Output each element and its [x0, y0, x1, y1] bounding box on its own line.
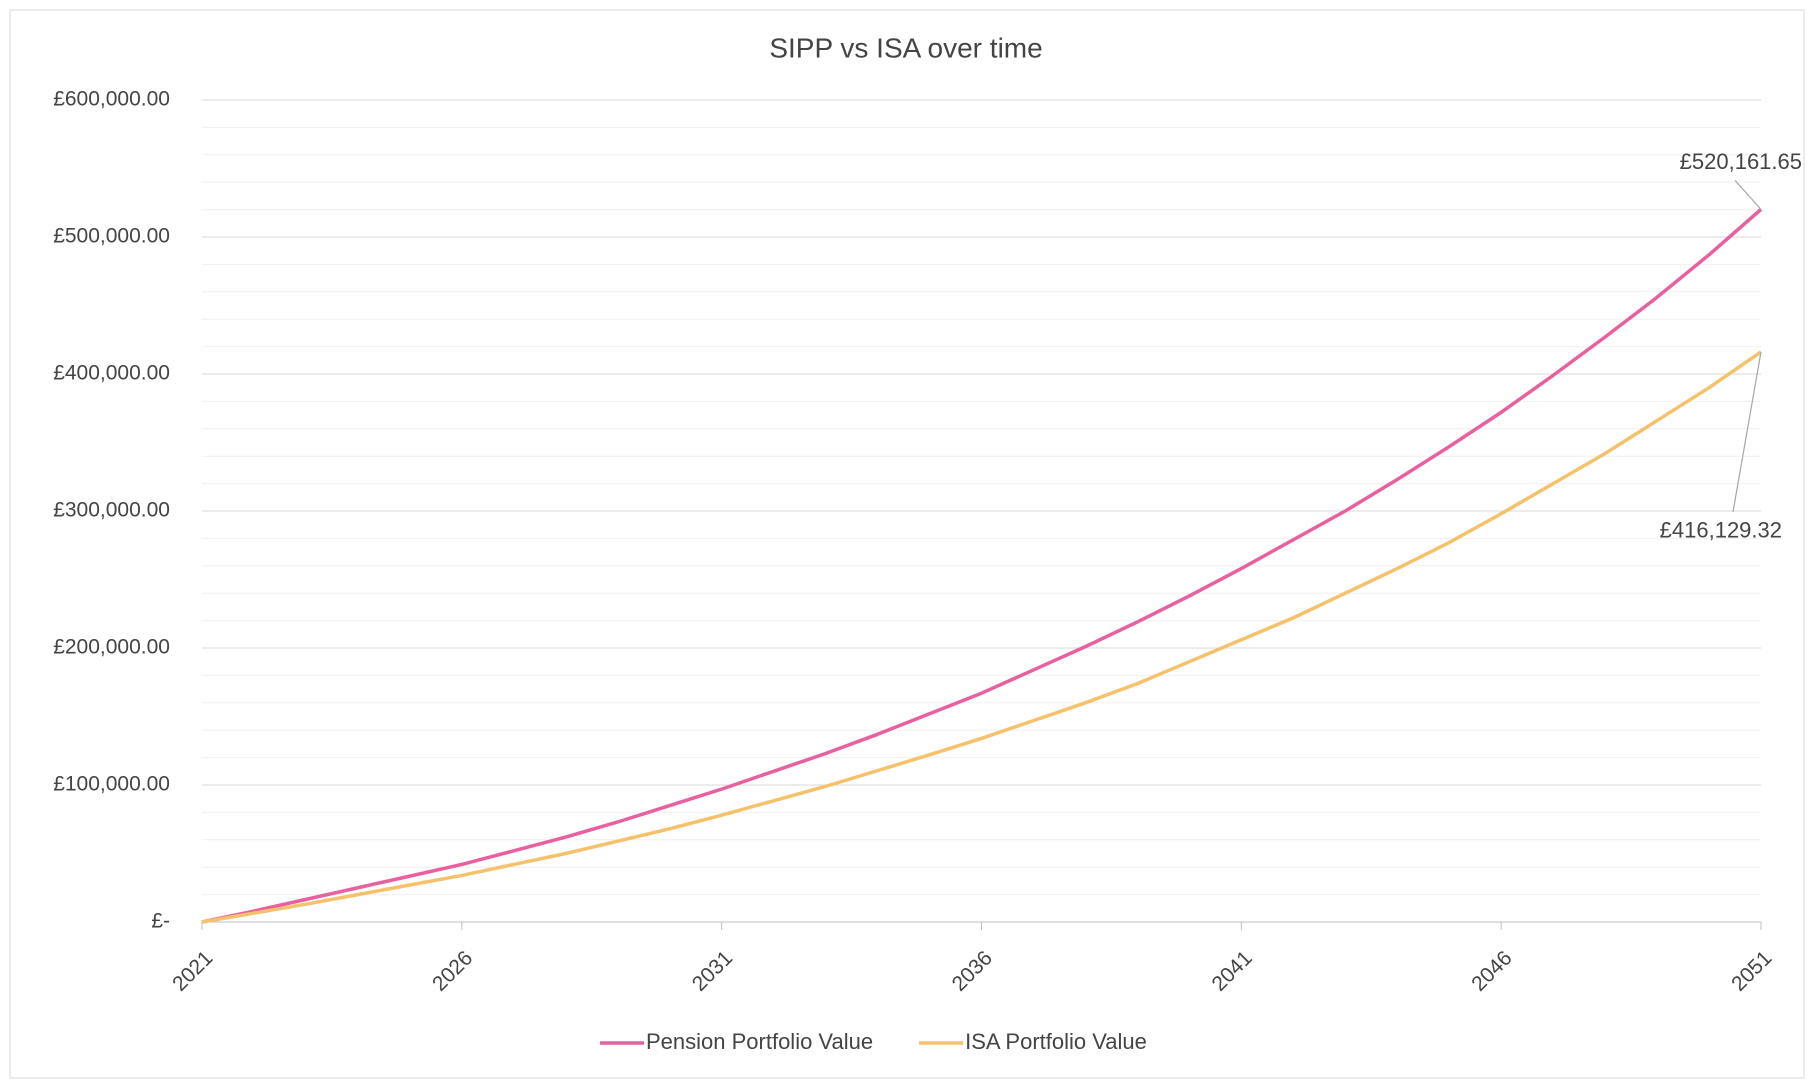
chart-frame [9, 9, 1805, 1079]
label-leader [1734, 179, 1762, 210]
y-tick-label: £400,000.00 [53, 362, 170, 385]
label-leader [1732, 351, 1762, 513]
legend-label: ISA Portfolio Value [965, 1029, 1147, 1054]
chart-title: SIPP vs ISA over time [769, 32, 1042, 63]
line [201, 350, 1762, 924]
y-tick-label: £300,000.00 [53, 499, 170, 522]
y-tick-label: £200,000.00 [53, 636, 170, 659]
y-tick-label: £- [151, 910, 170, 933]
line [201, 208, 1763, 924]
legend-label: Pension Portfolio Value [646, 1029, 873, 1054]
y-tick-label: £600,000.00 [53, 88, 170, 111]
y-tick-label: £500,000.00 [53, 225, 170, 248]
y-tick-label: £100,000.00 [53, 773, 170, 796]
data-label: £520,161.65 [1680, 149, 1802, 174]
data-label: £416,129.32 [1660, 518, 1782, 543]
